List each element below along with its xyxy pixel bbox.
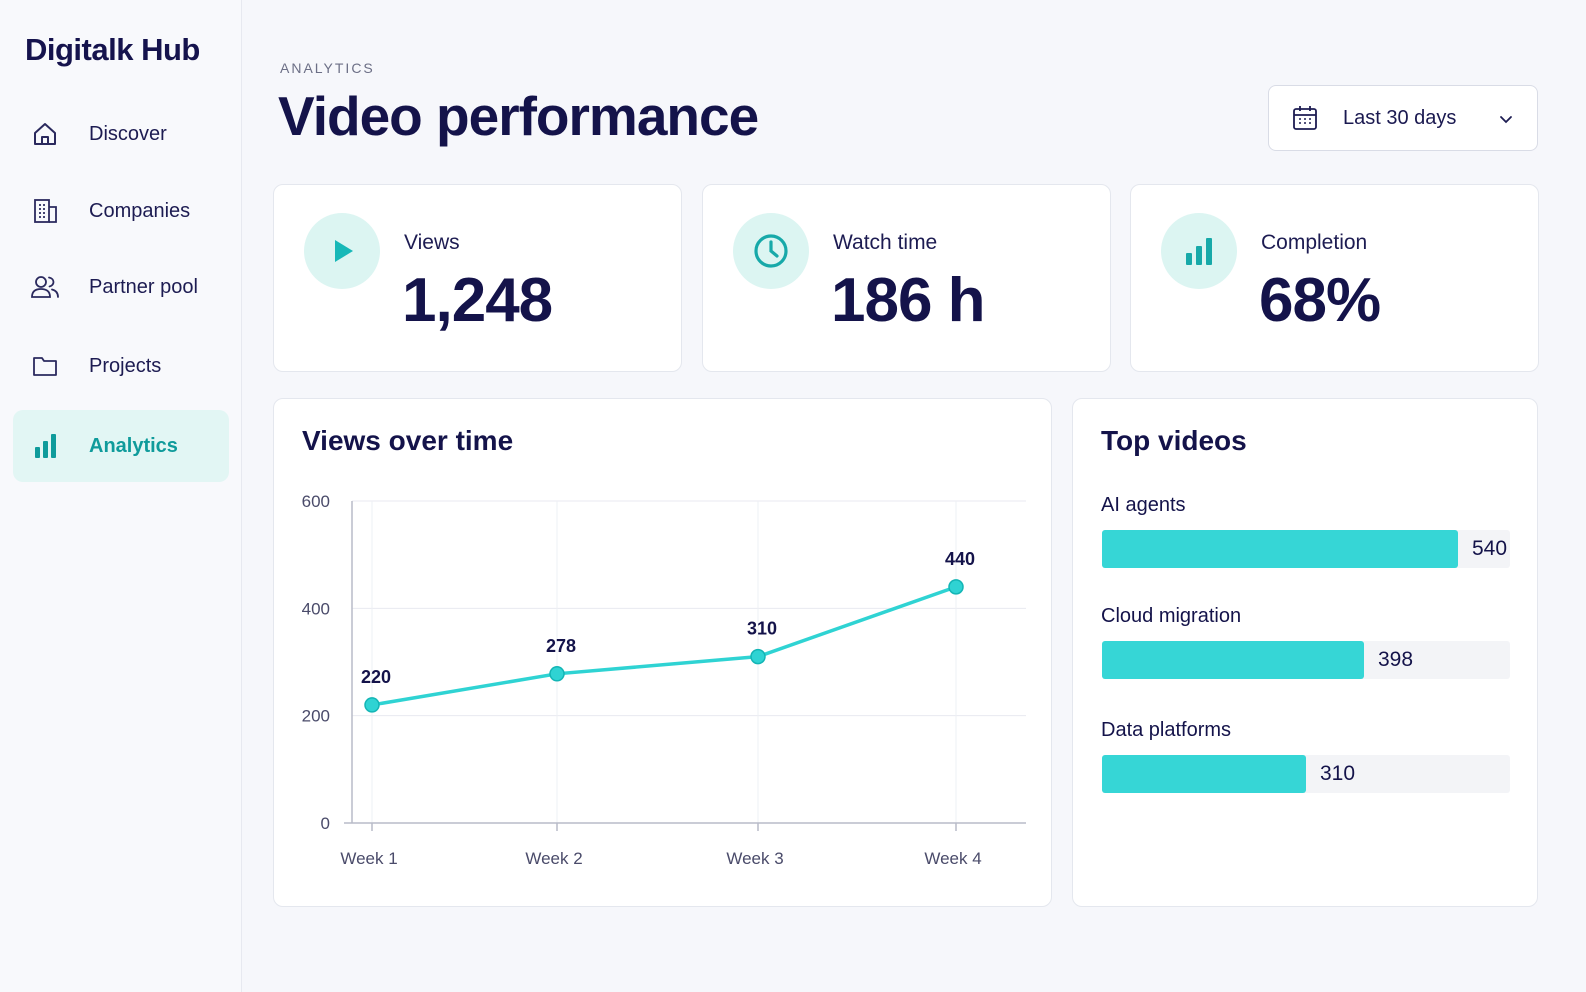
users-icon	[30, 272, 60, 302]
sidebar-item-label: Companies	[89, 199, 191, 222]
date-range-value: Last 30 days	[1343, 106, 1457, 129]
sidebar-item-analytics[interactable]: Analytics	[13, 410, 229, 482]
stat-card-watch-time: Watch time 186 h	[702, 184, 1111, 372]
top-video-bar	[1102, 641, 1364, 679]
stat-card-views: Views 1,248	[273, 184, 682, 372]
top-videos-title: Top videos	[1101, 425, 1247, 456]
y-tick-label: 200	[302, 707, 330, 726]
data-point	[750, 648, 766, 665]
bar-chart-icon	[1186, 238, 1212, 265]
top-video-label: Cloud migration	[1101, 605, 1242, 627]
sidebar-item-projects[interactable]: Projects	[13, 330, 229, 402]
top-video-value: 310	[1320, 762, 1356, 785]
top-video-label: Data platforms	[1101, 719, 1232, 741]
play-icon	[335, 240, 353, 262]
top-video-bar-track	[1102, 641, 1510, 679]
page-eyebrow: ANALYTICS	[280, 60, 375, 76]
data-point	[364, 697, 380, 713]
data-label: 278	[546, 636, 576, 656]
y-tick-label: 0	[321, 814, 330, 833]
sidebar-item-discover[interactable]: Discover	[13, 98, 229, 170]
stat-label: Completion	[1261, 231, 1368, 254]
stat-value: 68%	[1259, 266, 1381, 335]
brand-logo[interactable]: Digitalk Hub	[25, 32, 200, 67]
folder-icon	[30, 351, 60, 381]
bar-chart-icon	[30, 431, 60, 461]
x-tick-label: Week 3	[726, 849, 783, 868]
data-label: 220	[361, 667, 391, 687]
x-tick-label: Week 1	[340, 849, 397, 868]
data-label: 310	[747, 619, 777, 639]
stat-icon-badge	[304, 213, 380, 289]
views-over-time-card: Views over time 0 200 400 600 Week 1 Week 2 We…	[273, 398, 1052, 907]
stat-icon-badge	[733, 213, 809, 289]
data-point	[549, 666, 565, 682]
top-video-bar-track	[1102, 755, 1510, 793]
top-video-bar	[1102, 755, 1306, 793]
sidebar-item-label: Discover	[89, 122, 167, 145]
top-video-bar	[1102, 530, 1458, 568]
y-tick-label: 600	[302, 492, 330, 511]
top-video-bar-track	[1102, 530, 1510, 568]
page-title: Video performance	[278, 85, 759, 147]
sidebar: Digitalk Hub Discover Companies	[0, 0, 242, 992]
home-icon	[30, 119, 60, 149]
sidebar-item-partner-pool[interactable]: Partner pool	[13, 251, 229, 323]
data-label: 440	[945, 549, 975, 569]
chevron-down-icon	[1500, 116, 1512, 124]
date-range-select[interactable]: Last 30 days	[1268, 85, 1538, 151]
building-icon	[30, 196, 60, 226]
top-video-value: 540	[1472, 537, 1508, 560]
data-point	[948, 579, 964, 595]
top-videos-card: Top videos AI agents 540 Cloud migration 39…	[1072, 398, 1538, 907]
y-tick-label: 400	[302, 599, 330, 618]
top-video-value: 398	[1378, 648, 1414, 671]
stat-icon-badge	[1161, 213, 1237, 289]
stat-value: 186 h	[831, 266, 986, 335]
stat-label: Views	[404, 231, 460, 254]
calendar-icon	[1293, 106, 1317, 130]
x-tick-label: Week 4	[924, 849, 981, 868]
sidebar-item-label: Analytics	[89, 434, 178, 457]
sidebar-item-label: Projects	[89, 354, 162, 377]
sidebar-item-companies[interactable]: Companies	[13, 175, 229, 247]
stat-card-completion: Completion 68%	[1130, 184, 1539, 372]
stat-label: Watch time	[833, 231, 938, 254]
views-line-chart: 0 200 400 600 Week 1 Week 2 Week 3 Week 4 220 278…	[302, 492, 1026, 868]
chart-title: Views over time	[302, 425, 514, 456]
stat-value: 1,248	[402, 266, 553, 335]
sidebar-item-label: Partner pool	[89, 275, 198, 298]
clock-icon	[754, 234, 788, 268]
top-video-label: AI agents	[1101, 494, 1186, 516]
x-tick-label: Week 2	[525, 849, 582, 868]
series-line	[371, 585, 957, 707]
